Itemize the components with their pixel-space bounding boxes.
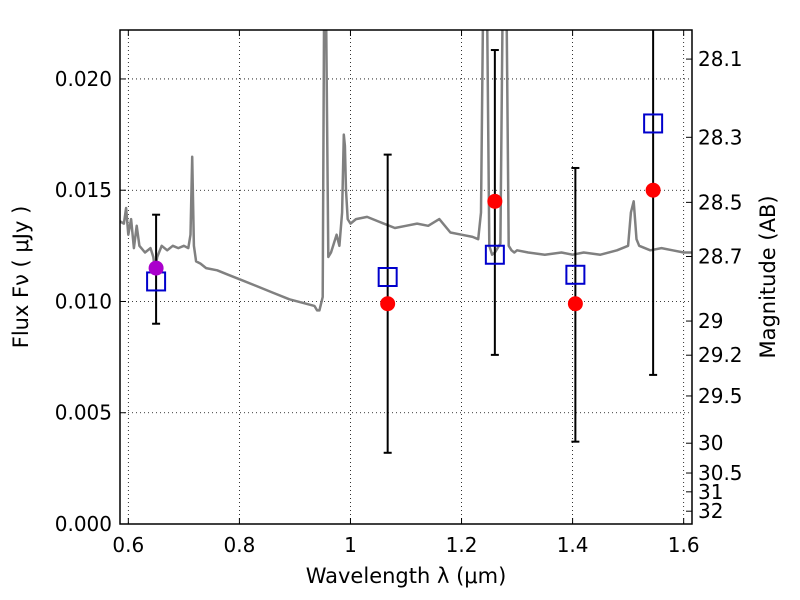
x-tick-label: 0.6: [112, 533, 144, 557]
y-tick-label: 0.015: [55, 178, 112, 202]
y2-tick-label: 28.1: [698, 47, 743, 71]
x-tick-label: 1: [344, 533, 357, 557]
plot-frame: [119, 29, 693, 525]
model-square-marker: [643, 113, 664, 134]
x-tick-label: 0.8: [223, 533, 255, 557]
x-axis-label: Wavelength λ (μm): [306, 564, 507, 588]
data-markers: [146, 113, 664, 312]
grid: [120, 30, 692, 525]
axis-ticks: 0.6 0.8 1 1.2 1.4 1.6 0.000 0.005 0.010 0.015 0.02…: [55, 30, 743, 557]
y2-tick-label: 30.5: [698, 461, 743, 485]
observed-point: [487, 193, 503, 209]
y2-tick-label: 28.5: [698, 190, 743, 214]
y2-tick-label: 29.2: [698, 343, 743, 367]
spectrum-line: [120, 30, 692, 312]
y-tick-label: 0.020: [55, 67, 112, 91]
y-tick-label: 0.000: [55, 512, 112, 536]
y2-tick-label: 30: [698, 431, 723, 455]
y-axis-label: Flux Fν ( μJy ): [9, 206, 33, 349]
x-tick-label: 1.2: [446, 533, 478, 557]
x-tick-label: 1.4: [557, 533, 589, 557]
observed-point: [380, 296, 396, 312]
x-tick-label: 1.6: [668, 533, 700, 557]
error-bars: [152, 30, 658, 454]
y2-tick-label: 29: [698, 309, 723, 333]
y2-tick-label: 28.7: [698, 244, 743, 268]
y2-tick-label: 29.5: [698, 384, 743, 408]
y2-tick-label: 31: [698, 480, 723, 504]
y-tick-label: 0.005: [55, 401, 112, 425]
model-square-marker: [377, 267, 398, 287]
observed-point: [645, 182, 661, 198]
y-tick-label: 0.010: [55, 289, 112, 313]
model-square-marker: [565, 264, 586, 285]
y2-tick-label: 28.3: [698, 125, 743, 149]
y2-axis-label: Magnitude (AB): [756, 195, 780, 358]
model-spectrum: [120, 30, 692, 312]
observed-point: [148, 260, 164, 276]
observed-point: [567, 296, 583, 312]
model-square-marker: [484, 244, 505, 265]
y2-tick-label: 32: [698, 499, 723, 523]
